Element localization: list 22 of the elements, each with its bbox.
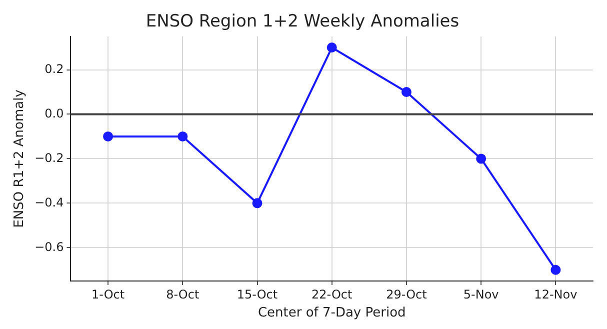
chart-title: ENSO Region 1+2 Weekly Anomalies [146,12,460,32]
point [178,131,188,142]
x-tick-label: 12-Nov [534,287,578,302]
x-tick-label: 5-Nov [463,287,499,302]
y-tick-label: −0.2 [34,150,64,165]
x-tick-label: 15-Oct [236,287,278,302]
x-tick-label: 8-Oct [166,287,200,302]
point [103,131,114,142]
point [476,154,486,164]
x-tick-label: 22-Oct [312,287,352,302]
x-tick-label: 29-Oct [386,287,428,302]
point [401,86,412,97]
y-tick-label: 0.2 [44,62,64,76]
y-tick-label: −0.6 [34,240,64,254]
point [252,198,262,208]
point [326,42,337,53]
y-axis-title: ENSO R1+2 Anomaly [12,89,28,228]
point [550,264,561,275]
y-tick-label: −0.4 [34,195,64,210]
x-axis-title: Center of 7-Day Period [258,306,406,321]
x-tick-label: 1-Oct [92,287,125,302]
y-tick-label: 0.0 [44,106,64,120]
